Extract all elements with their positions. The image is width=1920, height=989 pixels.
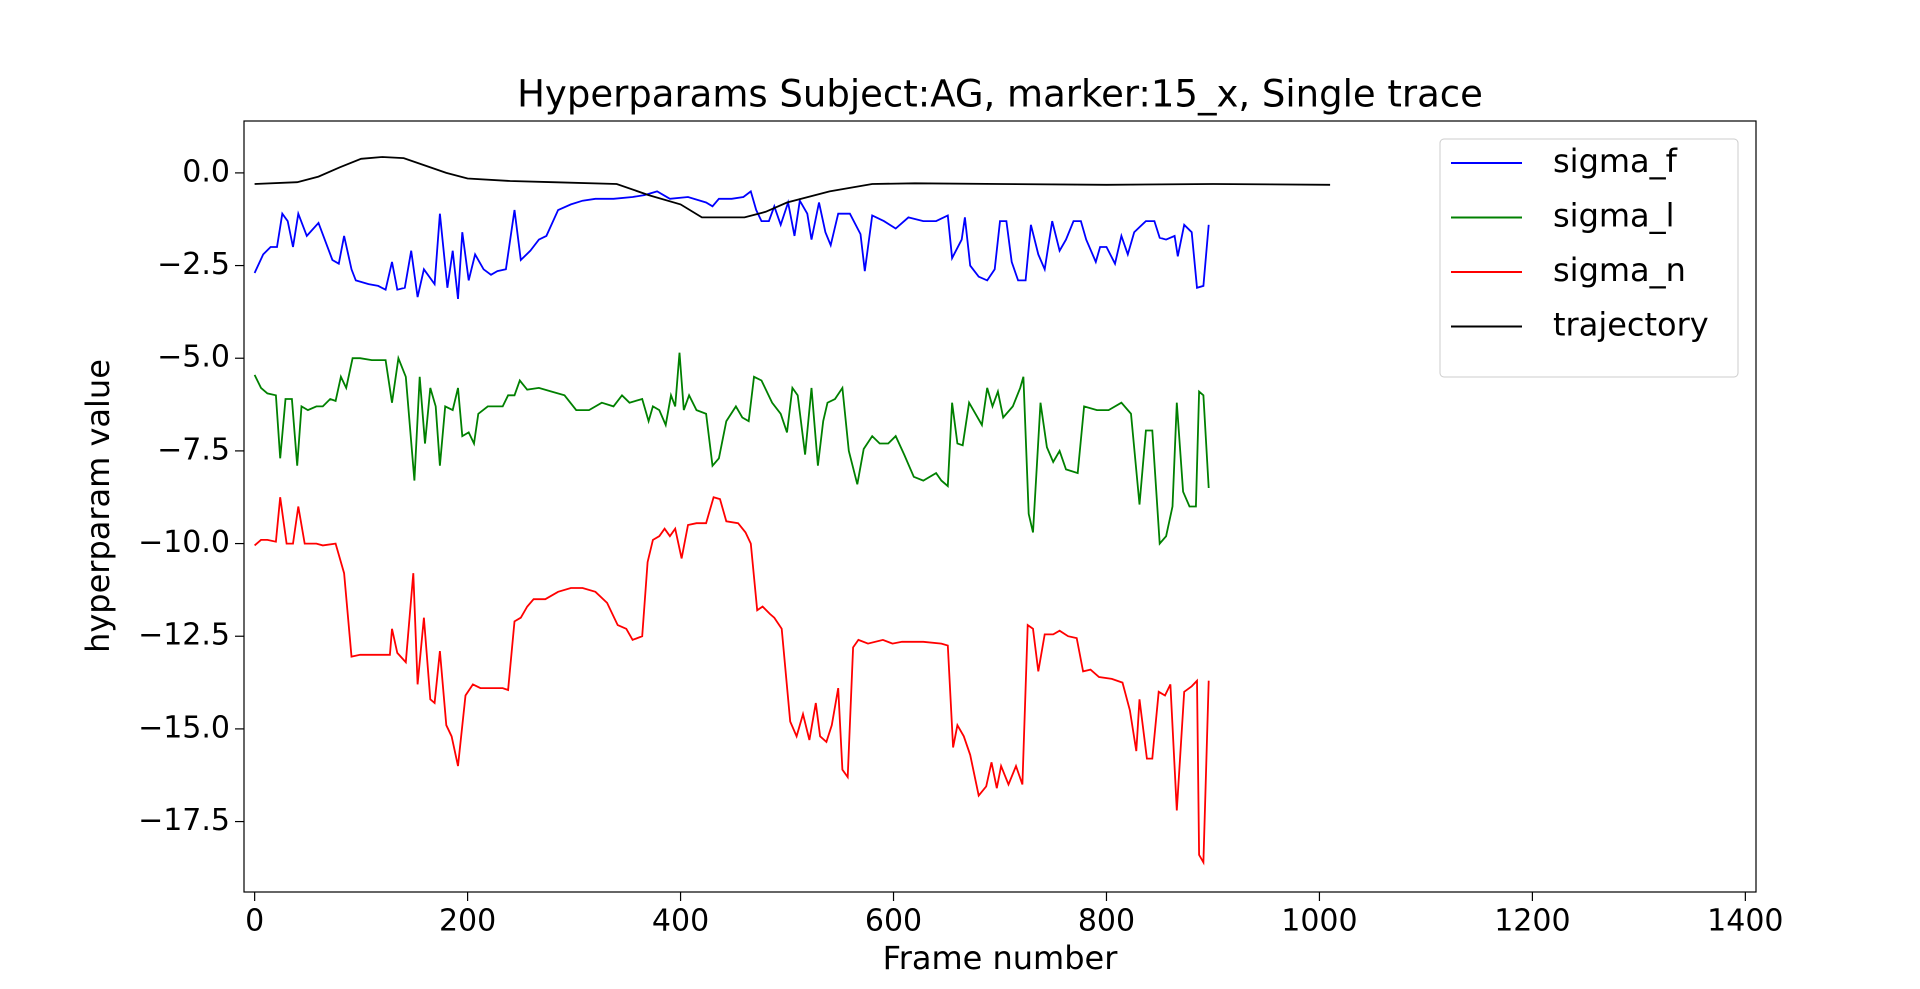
y-tick-label: −17.5 — [138, 803, 230, 838]
legend-label: sigma_n — [1553, 251, 1686, 289]
plot-frame — [243, 120, 1757, 893]
x-tick-label: 200 — [439, 904, 496, 939]
legend-label: sigma_f — [1553, 142, 1678, 180]
line-series — [253, 189, 1210, 299]
line-series — [253, 352, 1210, 546]
y-tick-label: −5.0 — [157, 340, 230, 375]
x-tick-label: 0 — [245, 904, 264, 939]
x-tick-label: 400 — [652, 904, 709, 939]
x-axis-label: Frame number — [883, 939, 1119, 977]
x-tick-label: 1000 — [1281, 904, 1357, 939]
legend-label: trajectory — [1553, 306, 1709, 344]
y-tick-label: −2.5 — [157, 247, 230, 282]
y-tick-label: −12.5 — [138, 618, 230, 653]
y-tick-label: −10.0 — [138, 525, 230, 560]
x-tick-label: 1200 — [1494, 904, 1570, 939]
y-tick-label: −15.0 — [138, 710, 230, 745]
line-series — [254, 156, 1331, 219]
legend-label: sigma_l — [1553, 197, 1675, 235]
chart-title: Hyperparams Subject:AG, marker:15_x, Sin… — [517, 73, 1483, 116]
line-series — [254, 496, 1210, 866]
y-tick-label: −7.5 — [157, 432, 230, 467]
x-tick-label: 600 — [865, 904, 922, 939]
x-tick-label: 1400 — [1707, 904, 1783, 939]
legend-box — [1439, 138, 1739, 378]
y-axis-label: hyperparam value — [79, 359, 117, 653]
x-tick-label: 800 — [1078, 904, 1135, 939]
y-tick-label: 0.0 — [182, 154, 230, 189]
